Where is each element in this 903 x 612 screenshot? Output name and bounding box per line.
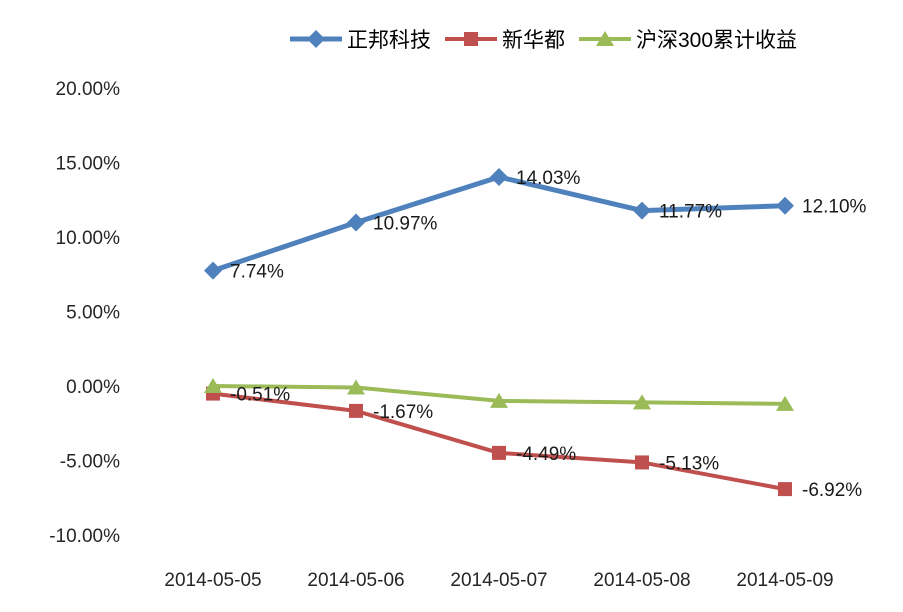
legend-label: 正邦科技 bbox=[347, 29, 431, 52]
legend-triangle-icon bbox=[596, 31, 614, 46]
series-line-1 bbox=[211, 391, 787, 492]
legend-item: 新华都 bbox=[445, 24, 565, 54]
data-label: 11.77% bbox=[659, 202, 722, 223]
x-tick-label: 2014-05-07 bbox=[450, 570, 547, 591]
x-tick-label: 2014-05-09 bbox=[736, 570, 833, 591]
series-0-marker-diamond bbox=[490, 167, 508, 186]
series-2-marker-triangle bbox=[490, 392, 508, 408]
data-label: 7.74% bbox=[230, 262, 284, 283]
data-label: 10.97% bbox=[373, 214, 438, 235]
series-1-marker-square bbox=[635, 455, 649, 470]
legend-square-icon bbox=[464, 32, 478, 46]
series-0-marker-diamond bbox=[633, 201, 651, 220]
series-2-marker-triangle bbox=[347, 379, 365, 395]
legend-item: 沪深300累计收益 bbox=[579, 24, 797, 54]
x-tick-label: 2014-05-05 bbox=[164, 570, 261, 591]
data-label: 12.10% bbox=[802, 197, 867, 218]
y-tick-label: 0.00% bbox=[66, 377, 120, 398]
legend-marker-triangle bbox=[579, 31, 631, 46]
series-0-marker-diamond bbox=[776, 196, 794, 215]
x-tick-label: 2014-05-06 bbox=[307, 570, 404, 591]
data-label: 14.03% bbox=[516, 168, 581, 189]
series-0-marker-diamond bbox=[347, 213, 365, 232]
legend-label: 沪深300累计收益 bbox=[636, 29, 798, 52]
legend-marker-square bbox=[445, 32, 497, 46]
series-1-marker-square bbox=[492, 445, 506, 460]
data-label: -4.49% bbox=[516, 444, 576, 465]
data-label: -6.92% bbox=[802, 480, 862, 501]
y-tick-label: 15.00% bbox=[56, 154, 121, 175]
series-1-marker-square bbox=[349, 403, 363, 418]
chart-legend: 正邦科技 新华都 沪深300累计收益 bbox=[290, 24, 797, 54]
legend-item: 正邦科技 bbox=[290, 24, 431, 54]
series-2-marker-triangle bbox=[204, 378, 222, 393]
y-tick-label: -5.00% bbox=[60, 452, 120, 473]
series-2-marker-triangle bbox=[776, 395, 794, 411]
series-line-0 bbox=[210, 174, 788, 274]
series-2-marker-triangle bbox=[633, 394, 651, 410]
y-tick-label: -10.00% bbox=[49, 526, 120, 547]
y-tick-label: 10.00% bbox=[56, 228, 121, 249]
x-tick-label: 2014-05-08 bbox=[593, 570, 690, 591]
legend-marker-diamond bbox=[290, 30, 342, 48]
legend-label: 新华都 bbox=[502, 29, 565, 52]
data-label: -5.13% bbox=[659, 453, 719, 474]
y-tick-label: 20.00% bbox=[56, 79, 121, 100]
data-label: -1.67% bbox=[373, 402, 433, 423]
data-label: -0.51% bbox=[230, 385, 290, 406]
legend-diamond-icon bbox=[307, 30, 325, 48]
y-tick-label: 5.00% bbox=[66, 303, 120, 324]
series-0-marker-diamond bbox=[204, 261, 222, 280]
series-1-marker-square bbox=[778, 482, 792, 497]
